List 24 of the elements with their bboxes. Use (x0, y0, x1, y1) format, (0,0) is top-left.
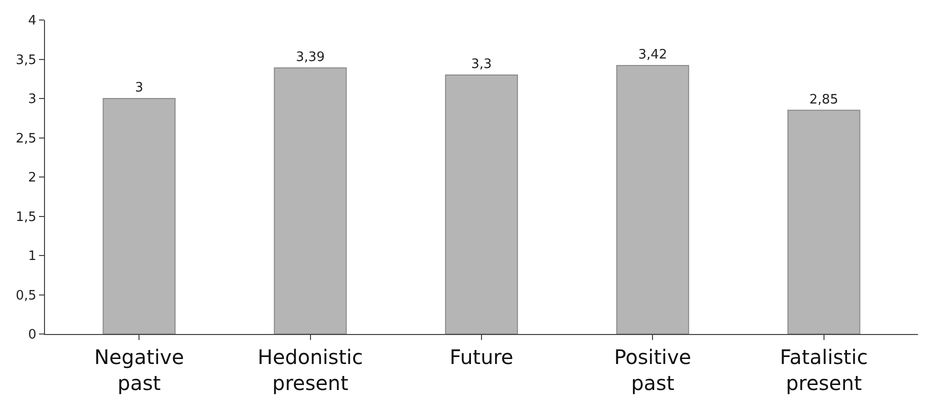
bar (787, 110, 860, 334)
bar (445, 74, 518, 334)
data-label: 3,3 (471, 56, 492, 72)
data-label: 3,39 (296, 50, 325, 65)
data-label: 3 (135, 80, 144, 96)
x-tick-label: Hedonistic present (258, 345, 363, 395)
y-tick-label: 0 (28, 328, 36, 343)
y-tick-label: 3,5 (16, 52, 36, 68)
y-tick-label: 1 (28, 249, 36, 264)
y-tick-label: 0,5 (16, 288, 36, 304)
bar (274, 67, 347, 334)
y-tick-label: 1,5 (16, 210, 36, 225)
y-tick-label: 2 (28, 170, 36, 186)
x-tick-label: Fatalistic present (780, 345, 868, 395)
bar (102, 98, 176, 334)
x-tick-label: Future (450, 345, 514, 369)
x-tick-label: Negative past (94, 345, 184, 395)
y-tick-label: 2,5 (16, 131, 36, 146)
x-tick-label: Positive past (614, 345, 692, 395)
bar (616, 65, 690, 334)
y-tick-label: 4 (28, 14, 36, 29)
data-label: 3,42 (638, 48, 668, 63)
y-tick-label: 3 (28, 92, 36, 108)
data-label: 2,85 (809, 92, 838, 108)
